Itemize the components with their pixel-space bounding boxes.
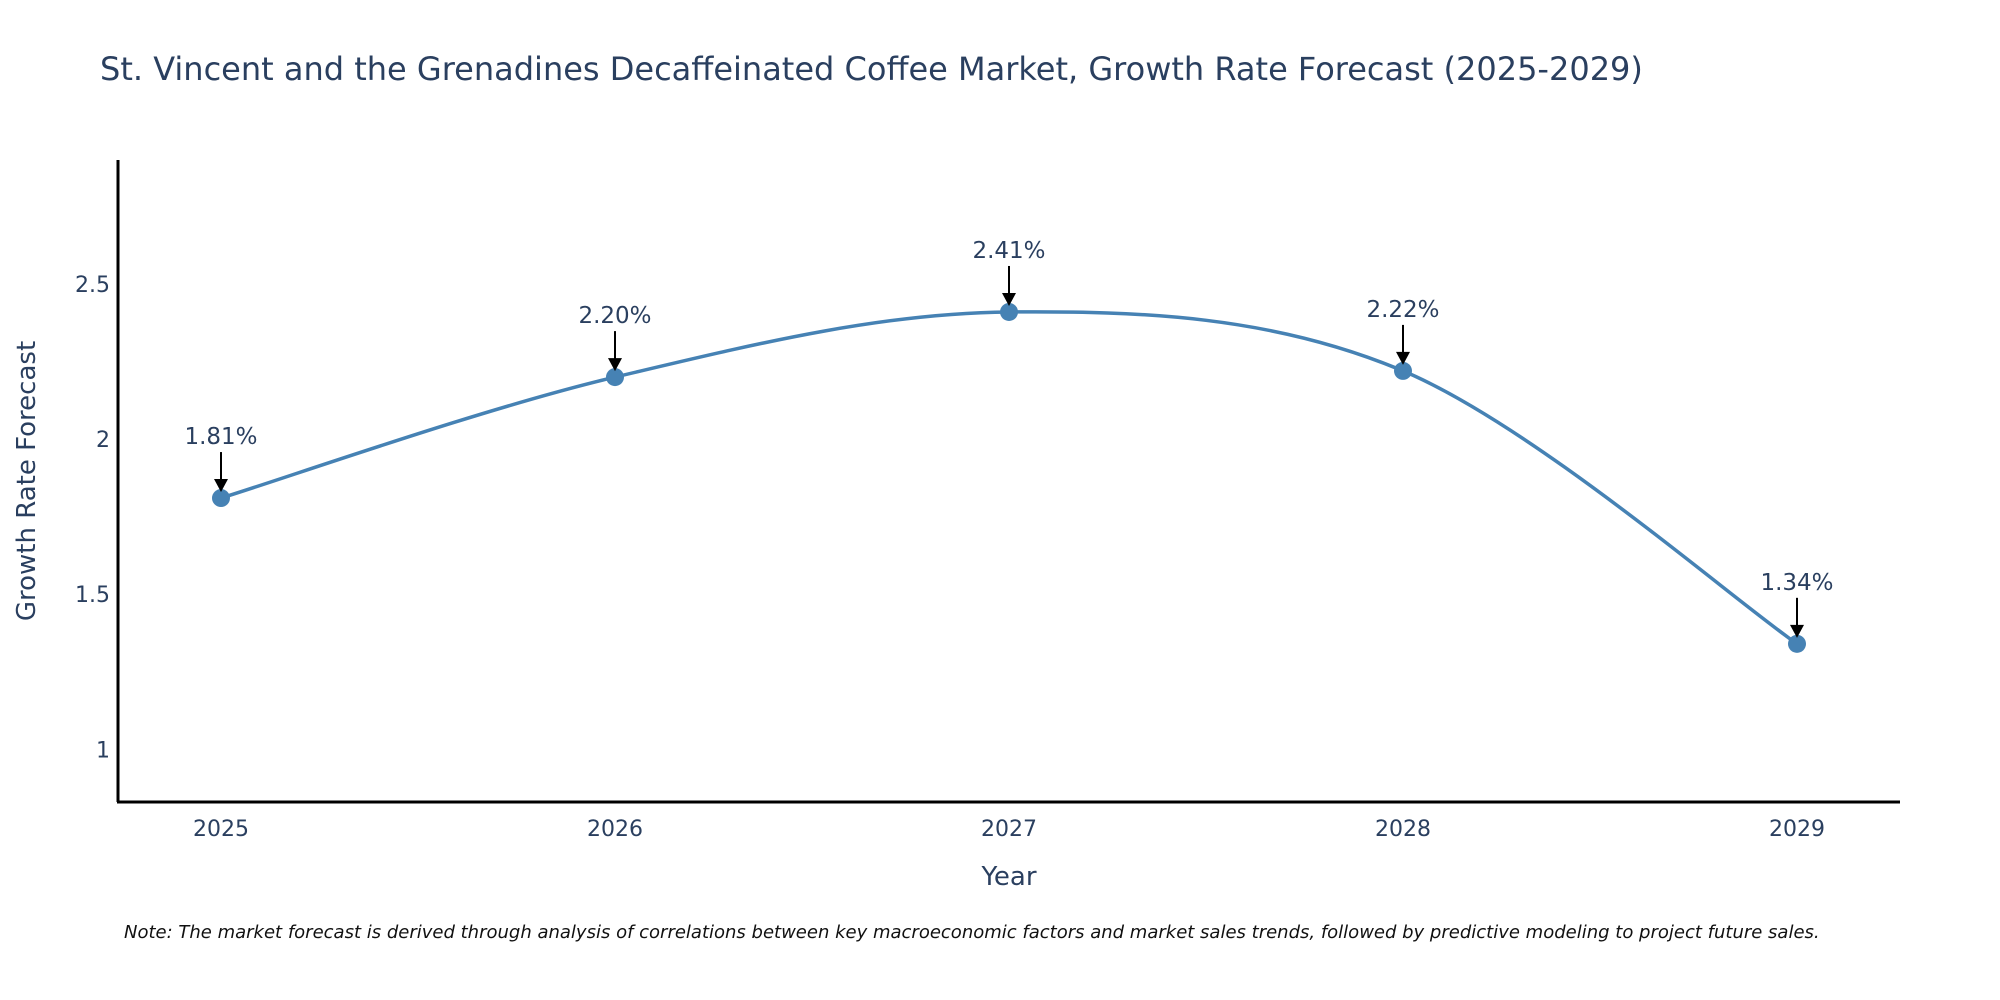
axes — [116, 160, 1900, 804]
annotation-arrow-head — [608, 358, 622, 372]
x-tick-label: 2027 — [981, 817, 1037, 842]
annotation-label: 2.20% — [578, 303, 651, 329]
data-point-2029[interactable] — [1788, 634, 1806, 653]
markers[interactable] — [212, 302, 1806, 653]
annotation-label: 2.41% — [972, 238, 1045, 264]
x-axis-title: Year — [980, 862, 1036, 892]
y-tick-label: 2 — [96, 428, 110, 453]
annotation-label: 2.22% — [1366, 297, 1439, 323]
x-ticks: 2025 2026 2027 2028 2029 — [193, 817, 1825, 842]
annotations: 1.81% 2.20% 2.41% 2.22% 1.34% — [184, 238, 1834, 638]
annotation-arrow-head — [1396, 351, 1410, 365]
series-line — [220, 310, 1798, 646]
annotation-arrow-head — [1790, 624, 1804, 638]
y-ticks: 1 1.5 2 2.5 — [75, 273, 110, 763]
y-axis-title: Growth Rate Forecast — [12, 341, 42, 621]
data-point-2026[interactable] — [606, 368, 624, 387]
annotation-arrow-head — [214, 479, 228, 493]
y-tick-label: 1.5 — [75, 583, 110, 608]
x-tick-label: 2026 — [587, 817, 643, 842]
y-tick-label: 1 — [96, 738, 110, 763]
data-point-2027[interactable] — [1000, 302, 1018, 321]
x-tick-label: 2029 — [1769, 817, 1825, 842]
chart-title: St. Vincent and the Grenadines Decaffein… — [100, 50, 1643, 88]
annotation-label: 1.81% — [184, 424, 257, 450]
data-point-2028[interactable] — [1394, 361, 1412, 380]
annotation-label: 1.34% — [1760, 570, 1833, 596]
data-point-2025[interactable] — [212, 489, 230, 508]
footnote: Note: The market forecast is derived thr… — [124, 922, 1820, 943]
annotation-arrow-head — [1002, 292, 1016, 306]
x-tick-label: 2025 — [193, 817, 249, 842]
y-tick-label: 2.5 — [75, 273, 110, 298]
x-tick-label: 2028 — [1375, 817, 1431, 842]
